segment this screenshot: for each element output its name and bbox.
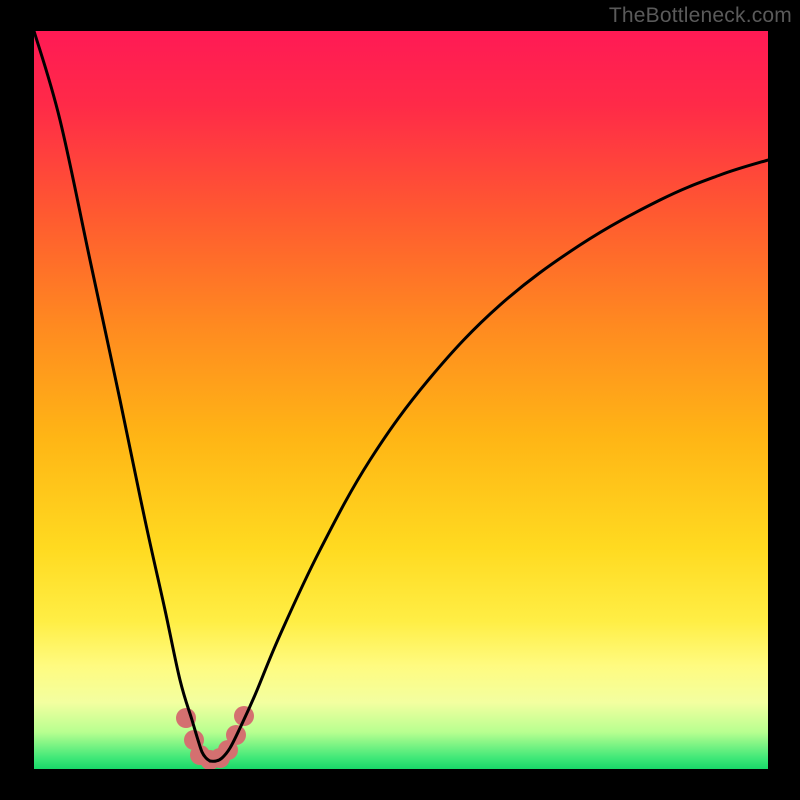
- chart-svg: [0, 0, 800, 800]
- chart-container: TheBottleneck.com: [0, 0, 800, 800]
- plot-background: [34, 31, 768, 769]
- watermark-text: TheBottleneck.com: [609, 4, 792, 28]
